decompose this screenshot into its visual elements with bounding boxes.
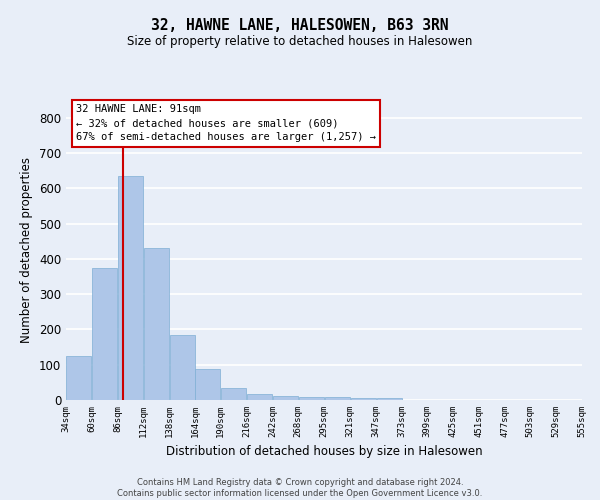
Bar — [170, 334, 194, 400]
Bar — [247, 394, 272, 400]
Bar — [325, 397, 350, 400]
Bar — [144, 248, 169, 400]
Y-axis label: Number of detached properties: Number of detached properties — [20, 157, 34, 343]
Text: Contains HM Land Registry data © Crown copyright and database right 2024.
Contai: Contains HM Land Registry data © Crown c… — [118, 478, 482, 498]
Bar — [67, 356, 91, 400]
Bar — [351, 398, 376, 400]
Text: 32, HAWNE LANE, HALESOWEN, B63 3RN: 32, HAWNE LANE, HALESOWEN, B63 3RN — [151, 18, 449, 32]
Text: Size of property relative to detached houses in Halesowen: Size of property relative to detached ho… — [127, 35, 473, 48]
Bar — [221, 388, 246, 400]
X-axis label: Distribution of detached houses by size in Halesowen: Distribution of detached houses by size … — [166, 446, 482, 458]
Bar — [118, 176, 143, 400]
Bar — [196, 369, 220, 400]
Bar — [273, 396, 298, 400]
Bar — [299, 397, 323, 400]
Bar — [92, 268, 117, 400]
Bar — [377, 398, 402, 400]
Text: 32 HAWNE LANE: 91sqm
← 32% of detached houses are smaller (609)
67% of semi-deta: 32 HAWNE LANE: 91sqm ← 32% of detached h… — [76, 104, 376, 142]
